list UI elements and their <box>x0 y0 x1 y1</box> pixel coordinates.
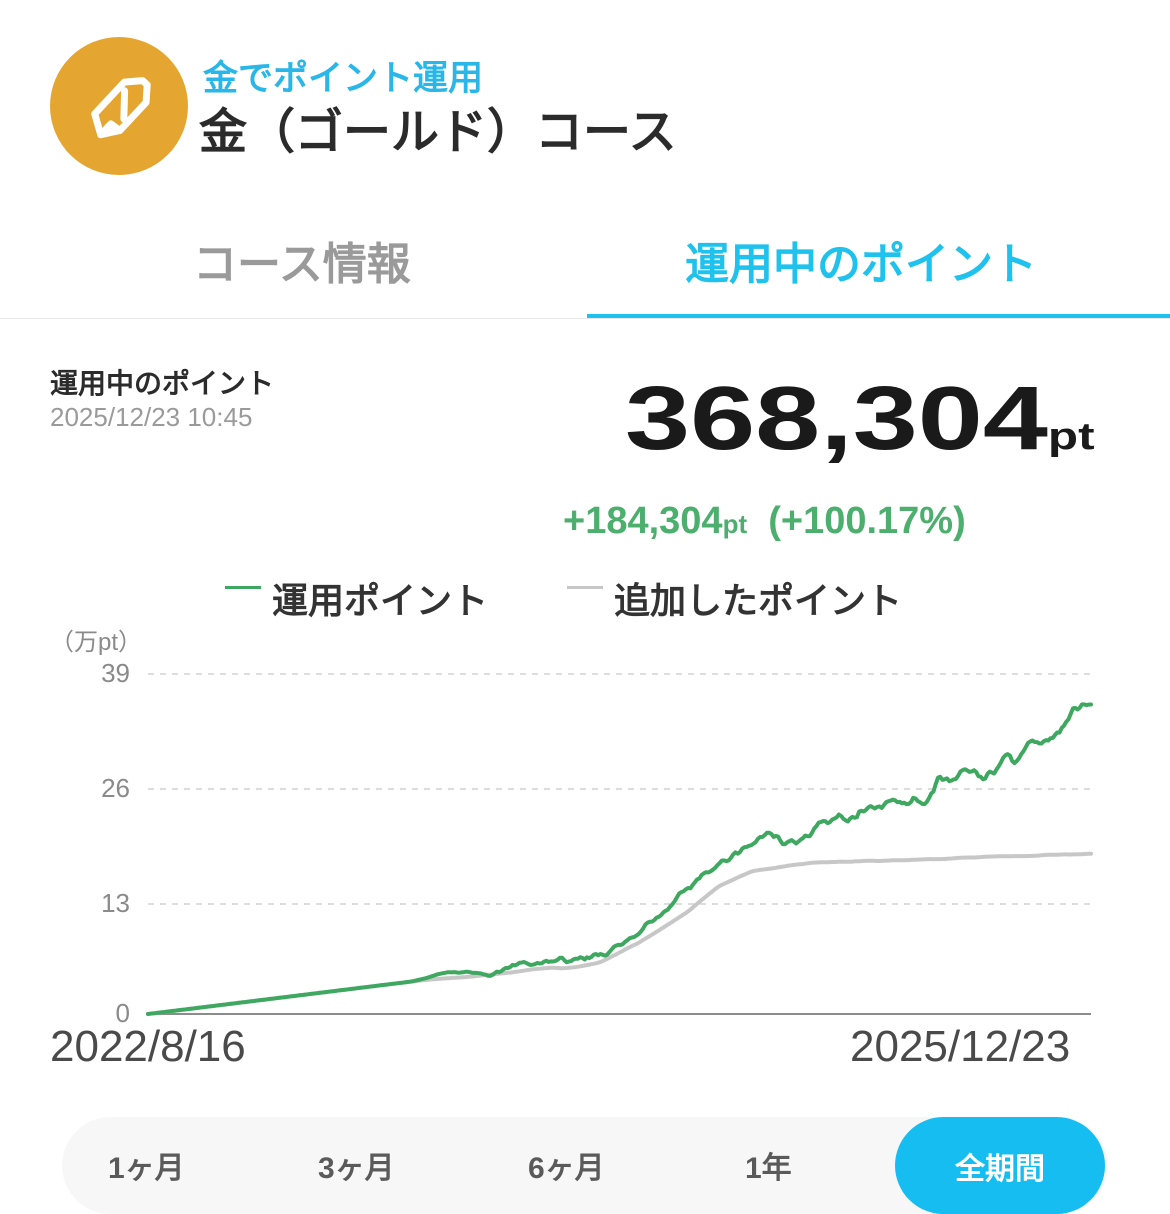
svg-text:13: 13 <box>101 888 130 918</box>
svg-text:26: 26 <box>101 773 130 803</box>
svg-text:39: 39 <box>101 658 130 688</box>
